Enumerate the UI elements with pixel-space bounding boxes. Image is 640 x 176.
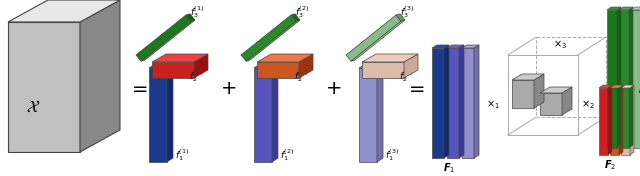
Polygon shape — [599, 85, 612, 88]
Polygon shape — [141, 20, 195, 61]
Polygon shape — [8, 22, 80, 152]
Polygon shape — [257, 62, 299, 78]
Text: $f_1^{(2)}$: $f_1^{(2)}$ — [280, 147, 294, 163]
Polygon shape — [459, 45, 464, 158]
Polygon shape — [621, 88, 630, 155]
Polygon shape — [444, 45, 449, 158]
Polygon shape — [631, 10, 640, 148]
Text: $+$: $+$ — [325, 78, 341, 98]
Polygon shape — [241, 15, 296, 61]
Polygon shape — [512, 80, 534, 108]
Text: $=$: $=$ — [128, 78, 148, 98]
Polygon shape — [362, 54, 418, 62]
Polygon shape — [359, 68, 377, 162]
Polygon shape — [619, 10, 629, 148]
Text: $f_2^{(1)}$: $f_2^{(1)}$ — [189, 68, 204, 84]
Polygon shape — [167, 64, 173, 162]
Polygon shape — [272, 64, 278, 162]
Polygon shape — [377, 64, 383, 162]
Polygon shape — [447, 45, 464, 48]
Polygon shape — [540, 87, 572, 93]
Polygon shape — [462, 45, 479, 48]
Polygon shape — [8, 0, 120, 22]
Text: $\times_3$: $\times_3$ — [553, 39, 567, 51]
Polygon shape — [359, 64, 383, 68]
Polygon shape — [254, 64, 278, 68]
Polygon shape — [630, 85, 634, 155]
Polygon shape — [194, 54, 208, 78]
Text: $f_3^{(2)}$: $f_3^{(2)}$ — [295, 4, 309, 20]
Polygon shape — [346, 15, 401, 61]
Polygon shape — [562, 87, 572, 115]
Polygon shape — [246, 20, 300, 61]
Polygon shape — [619, 85, 623, 155]
Polygon shape — [351, 20, 405, 61]
Polygon shape — [607, 7, 621, 10]
Polygon shape — [152, 62, 194, 78]
Polygon shape — [404, 54, 418, 78]
Polygon shape — [396, 14, 405, 21]
Text: $f_1^{(1)}$: $f_1^{(1)}$ — [175, 147, 189, 163]
Polygon shape — [540, 93, 562, 115]
Polygon shape — [610, 85, 623, 88]
Text: $+$: $+$ — [220, 78, 236, 98]
Polygon shape — [474, 45, 479, 158]
Text: $\mathcal{X}$: $\mathcal{X}$ — [26, 98, 40, 115]
Polygon shape — [608, 85, 612, 155]
Polygon shape — [80, 0, 120, 152]
Polygon shape — [621, 85, 634, 88]
Polygon shape — [186, 14, 195, 21]
Polygon shape — [136, 15, 191, 61]
Text: $f_1^{(3)}$: $f_1^{(3)}$ — [385, 147, 399, 163]
Text: $=$: $=$ — [405, 78, 425, 98]
Text: $\times_2$: $\times_2$ — [581, 99, 595, 111]
Text: $f_3^{(1)}$: $f_3^{(1)}$ — [190, 4, 204, 20]
Polygon shape — [432, 48, 444, 158]
Polygon shape — [254, 68, 272, 162]
Polygon shape — [607, 10, 617, 148]
Polygon shape — [149, 68, 167, 162]
Polygon shape — [610, 88, 619, 155]
Polygon shape — [462, 48, 474, 158]
Text: $\times_1$: $\times_1$ — [486, 99, 500, 111]
Text: $\boldsymbol{F}_2$: $\boldsymbol{F}_2$ — [604, 158, 616, 172]
Polygon shape — [447, 48, 459, 158]
Polygon shape — [149, 64, 173, 68]
Text: $f_2^{(2)}$: $f_2^{(2)}$ — [294, 68, 308, 84]
Text: $f_3^{(3)}$: $f_3^{(3)}$ — [400, 4, 414, 20]
Text: $\boldsymbol{F}_3$: $\boldsymbol{F}_3$ — [638, 83, 640, 97]
Polygon shape — [619, 7, 633, 10]
Polygon shape — [257, 54, 313, 62]
Text: $\boldsymbol{F}_1$: $\boldsymbol{F}_1$ — [443, 161, 455, 175]
Polygon shape — [617, 7, 621, 148]
Polygon shape — [512, 74, 544, 80]
Polygon shape — [299, 54, 313, 78]
Polygon shape — [152, 54, 208, 62]
Polygon shape — [362, 62, 404, 78]
Polygon shape — [291, 14, 300, 21]
Text: $f_2^{(3)}$: $f_2^{(3)}$ — [399, 68, 413, 84]
Polygon shape — [432, 45, 449, 48]
Polygon shape — [534, 74, 544, 108]
Polygon shape — [599, 88, 608, 155]
Polygon shape — [631, 7, 640, 10]
Polygon shape — [629, 7, 633, 148]
